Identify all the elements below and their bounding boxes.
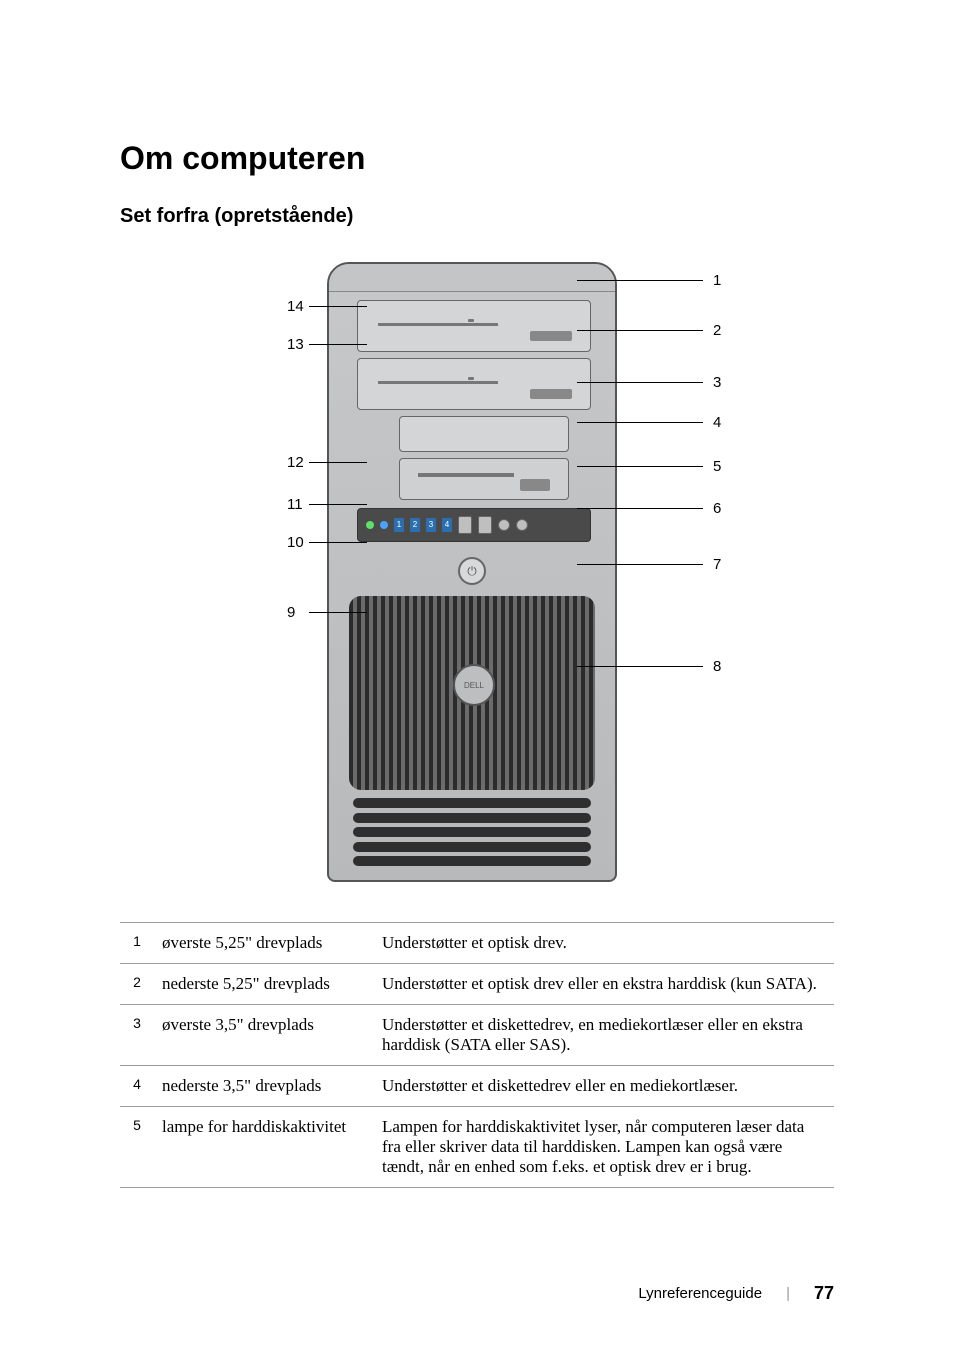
callout-line-14: [309, 306, 367, 307]
callout-line-4: [577, 422, 703, 423]
page-footer: Lynreferenceguide | 77: [638, 1283, 834, 1304]
callout-line-7: [577, 564, 703, 565]
dell-badge: DELL: [453, 664, 495, 706]
callout-line-9: [309, 612, 367, 613]
callout-num-8: 8: [713, 658, 721, 675]
tower-body: 1 2 3 4 ⏻ DELL: [327, 262, 617, 882]
audio-jack-1: [498, 519, 510, 531]
row-number: 5: [120, 1107, 154, 1188]
diagram-container: 1 2 3 4 ⏻ DELL 12345678 14131211109: [120, 252, 834, 902]
row-name: lampe for harddiskaktivitet: [154, 1107, 374, 1188]
callout-num-14: 14: [287, 298, 304, 315]
diag-light-3: 3: [426, 518, 436, 532]
diag-light-2: 2: [410, 518, 420, 532]
callout-line-1: [577, 280, 703, 281]
row-desc: Understøtter et optisk drev eller en eks…: [374, 964, 834, 1005]
bay-35-lower: [399, 458, 569, 500]
callout-num-5: 5: [713, 458, 721, 475]
power-button: ⏻: [458, 557, 486, 585]
front-port-strip: 1 2 3 4: [357, 508, 591, 542]
usb-port-2: [478, 516, 492, 534]
footer-divider: |: [786, 1285, 790, 1302]
computer-front-diagram: 1 2 3 4 ⏻ DELL 12345678 14131211109: [197, 252, 757, 902]
callout-num-7: 7: [713, 556, 721, 573]
row-name: øverste 5,25" drevplads: [154, 923, 374, 964]
tower-top-cap: [329, 264, 615, 292]
callout-num-3: 3: [713, 374, 721, 391]
callout-line-12: [309, 462, 367, 463]
callout-num-13: 13: [287, 336, 304, 353]
hdd-led: [366, 521, 374, 529]
row-desc: Understøtter et diskettedrev eller en me…: [374, 1066, 834, 1107]
table-row: 5lampe for harddiskaktivitetLampen for h…: [120, 1107, 834, 1188]
network-led: [380, 521, 388, 529]
row-desc: Understøtter et optisk drev.: [374, 923, 834, 964]
row-number: 1: [120, 923, 154, 964]
bay-35-upper: [399, 416, 569, 452]
callout-line-6: [577, 508, 703, 509]
callout-num-11: 11: [287, 496, 303, 513]
row-name: nederste 5,25" drevplads: [154, 964, 374, 1005]
diag-light-4: 4: [442, 518, 452, 532]
callout-line-10: [309, 542, 367, 543]
callout-line-11: [309, 504, 367, 505]
callout-line-5: [577, 466, 703, 467]
page-title: Om computeren: [120, 140, 834, 177]
footer-title: Lynreferenceguide: [638, 1285, 762, 1302]
callout-line-8: [577, 666, 703, 667]
bay-525-upper: [357, 300, 591, 352]
table-row: 2nederste 5,25" drevpladsUnderstøtter et…: [120, 964, 834, 1005]
callout-line-3: [577, 382, 703, 383]
row-name: øverste 3,5" drevplads: [154, 1005, 374, 1066]
table-row: 1øverste 5,25" drevpladsUnderstøtter et …: [120, 923, 834, 964]
callout-num-10: 10: [287, 534, 304, 551]
row-number: 3: [120, 1005, 154, 1066]
bay-525-lower: [357, 358, 591, 410]
row-number: 4: [120, 1066, 154, 1107]
callout-num-1: 1: [713, 272, 721, 289]
callout-line-13: [309, 344, 367, 345]
callout-num-2: 2: [713, 322, 721, 339]
table-row: 4nederste 3,5" drevpladsUnderstøtter et …: [120, 1066, 834, 1107]
callout-line-2: [577, 330, 703, 331]
audio-jack-2: [516, 519, 528, 531]
row-desc: Understøtter et diskettedrev, en medieko…: [374, 1005, 834, 1066]
bottom-vents: [353, 798, 591, 866]
callout-num-4: 4: [713, 414, 721, 431]
row-number: 2: [120, 964, 154, 1005]
callout-num-12: 12: [287, 454, 304, 471]
row-name: nederste 3,5" drevplads: [154, 1066, 374, 1107]
parts-table: 1øverste 5,25" drevpladsUnderstøtter et …: [120, 922, 834, 1188]
table-row: 3øverste 3,5" drevpladsUnderstøtter et d…: [120, 1005, 834, 1066]
callout-num-6: 6: [713, 500, 721, 517]
section-title: Set forfra (opretstående): [120, 205, 834, 228]
footer-page-number: 77: [814, 1283, 834, 1304]
callout-num-9: 9: [287, 604, 295, 621]
power-area: ⏻: [329, 546, 615, 596]
row-desc: Lampen for harddiskaktivitet lyser, når …: [374, 1107, 834, 1188]
diag-light-1: 1: [394, 518, 404, 532]
usb-port-1: [458, 516, 472, 534]
